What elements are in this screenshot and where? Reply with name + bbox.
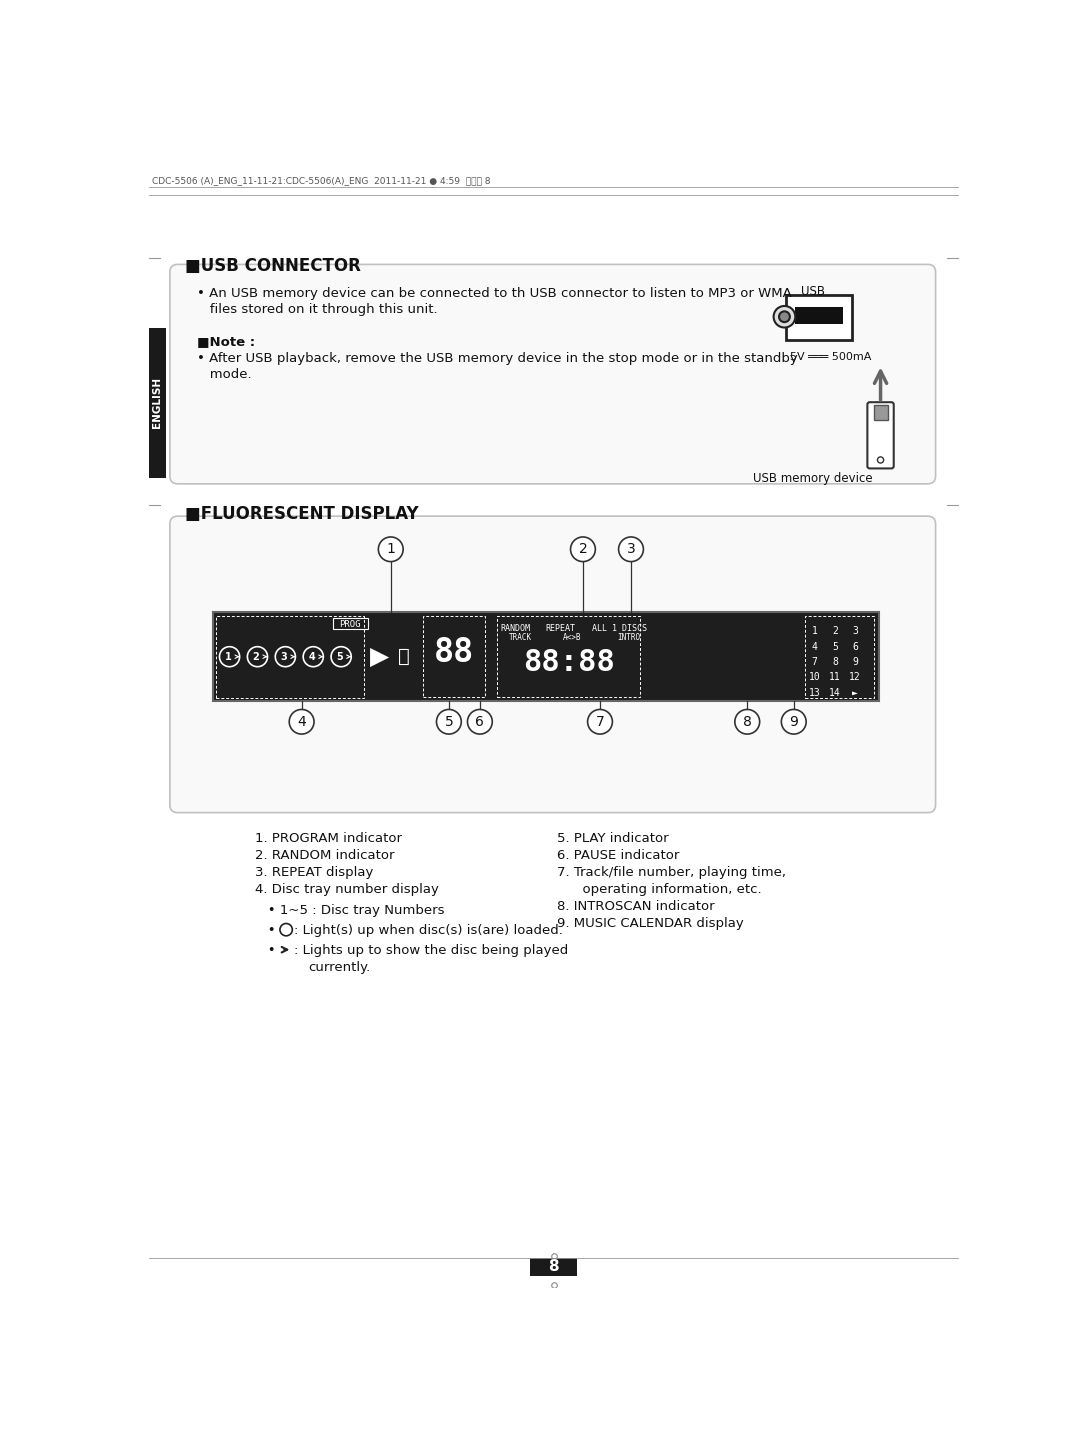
Text: 3: 3 [626, 542, 635, 557]
Text: • An USB memory device can be connected to th USB connector to listen to MP3 or : • An USB memory device can be connected … [197, 288, 792, 301]
Text: ▶: ▶ [369, 645, 389, 668]
FancyBboxPatch shape [170, 265, 935, 484]
Bar [216, 616, 364, 698]
FancyBboxPatch shape [867, 402, 894, 469]
Text: 3: 3 [281, 652, 287, 662]
Text: files stored on it through this unit.: files stored on it through this unit. [197, 302, 437, 315]
Text: ALL 1 DISCS: ALL 1 DISCS [592, 625, 647, 633]
Text: 14: 14 [829, 688, 840, 698]
Text: 1: 1 [812, 626, 818, 636]
Text: 5: 5 [832, 642, 838, 652]
Text: 4: 4 [812, 642, 818, 652]
Text: USB memory device: USB memory device [754, 473, 873, 486]
Bar [333, 617, 367, 629]
Text: mode.: mode. [197, 367, 252, 380]
Text: 10: 10 [809, 672, 821, 683]
Text: • After USB playback, remove the USB memory device in the stop mode or in the st: • After USB playback, remove the USB mem… [197, 353, 798, 366]
Text: A<>B: A<>B [563, 633, 581, 642]
Text: ■USB CONNECTOR: ■USB CONNECTOR [186, 257, 361, 275]
Text: 13: 13 [809, 688, 821, 698]
Text: 6: 6 [475, 714, 484, 729]
Text: ■FLUORESCENT DISPLAY: ■FLUORESCENT DISPLAY [186, 505, 419, 522]
Text: 4. Disc tray number display: 4. Disc tray number display [255, 882, 438, 895]
Text: 9. MUSIC CALENDAR display: 9. MUSIC CALENDAR display [557, 917, 744, 930]
Circle shape [588, 710, 612, 735]
Text: CDC-5506 (A)_ENG_11-11-21:CDC-5506(A)_ENG  2011-11-21 ● 4:59  페이지 8: CDC-5506 (A)_ENG_11-11-21:CDC-5506(A)_EN… [152, 176, 490, 185]
Text: 2: 2 [253, 652, 259, 662]
Text: • 1~5 : Disc tray Numbers: • 1~5 : Disc tray Numbers [255, 904, 445, 917]
Text: 88:88: 88:88 [523, 648, 615, 677]
Text: operating information, etc.: operating information, etc. [557, 882, 762, 895]
Bar [795, 308, 842, 324]
Bar [786, 295, 852, 340]
Circle shape [773, 307, 795, 328]
Text: 6. PAUSE indicator: 6. PAUSE indicator [557, 849, 679, 862]
Text: 8: 8 [743, 714, 752, 729]
Text: 2. RANDOM indicator: 2. RANDOM indicator [255, 849, 394, 862]
Bar [806, 616, 874, 698]
Circle shape [619, 536, 644, 561]
Text: 5: 5 [336, 652, 343, 662]
Bar [497, 616, 640, 697]
Bar [423, 616, 485, 697]
Text: : Lights up to show the disc being played: : Lights up to show the disc being playe… [294, 944, 568, 957]
Text: RANDOM: RANDOM [501, 625, 530, 633]
Text: USB: USB [801, 285, 825, 298]
Bar [874, 405, 888, 419]
Circle shape [570, 536, 595, 561]
Text: 5: 5 [445, 714, 454, 729]
Text: TRACK: TRACK [509, 633, 531, 642]
Text: 2: 2 [832, 626, 838, 636]
Text: 1: 1 [387, 542, 395, 557]
FancyBboxPatch shape [170, 516, 935, 813]
Text: •: • [255, 944, 275, 957]
Text: REPEAT: REPEAT [545, 625, 576, 633]
Text: 4: 4 [297, 714, 306, 729]
Circle shape [877, 457, 883, 463]
Circle shape [781, 710, 806, 735]
Text: 5. PLAY indicator: 5. PLAY indicator [557, 831, 669, 844]
Text: 12: 12 [849, 672, 861, 683]
Text: 8. INTROSCAN indicator: 8. INTROSCAN indicator [557, 899, 715, 912]
Text: 9: 9 [789, 714, 798, 729]
Text: ►: ► [852, 688, 858, 698]
Circle shape [436, 710, 461, 735]
Text: 9: 9 [852, 656, 858, 667]
Bar [530, 1258, 577, 1277]
Circle shape [378, 536, 403, 561]
Text: •: • [255, 924, 275, 937]
Text: 7: 7 [596, 714, 605, 729]
Text: ⏸: ⏸ [399, 648, 409, 667]
Circle shape [779, 311, 789, 322]
Text: 7. Track/file number, playing time,: 7. Track/file number, playing time, [557, 866, 786, 879]
Text: : Light(s) up when disc(s) is(are) loaded.: : Light(s) up when disc(s) is(are) loade… [294, 924, 563, 937]
Text: 8: 8 [549, 1259, 558, 1274]
Text: 3: 3 [852, 626, 858, 636]
Text: 5V ═══ 500mA: 5V ═══ 500mA [789, 353, 872, 362]
Bar [213, 613, 879, 701]
Text: 1. PROGRAM indicator: 1. PROGRAM indicator [255, 831, 402, 844]
Text: currently.: currently. [308, 962, 370, 975]
Text: 7: 7 [812, 656, 818, 667]
Text: INTRO: INTRO [617, 633, 640, 642]
Circle shape [289, 710, 314, 735]
Text: PROG: PROG [339, 620, 361, 629]
Text: 3. REPEAT display: 3. REPEAT display [255, 866, 374, 879]
Text: 6: 6 [852, 642, 858, 652]
Text: 2: 2 [579, 542, 588, 557]
Text: ■Note :: ■Note : [197, 335, 255, 348]
Text: 11: 11 [829, 672, 840, 683]
Text: ENGLISH: ENGLISH [152, 377, 162, 428]
Bar [149, 328, 166, 477]
Circle shape [468, 710, 492, 735]
Text: 4: 4 [308, 652, 315, 662]
Text: 8: 8 [832, 656, 838, 667]
Text: 88: 88 [434, 636, 474, 669]
Circle shape [734, 710, 759, 735]
Text: 1: 1 [225, 652, 231, 662]
